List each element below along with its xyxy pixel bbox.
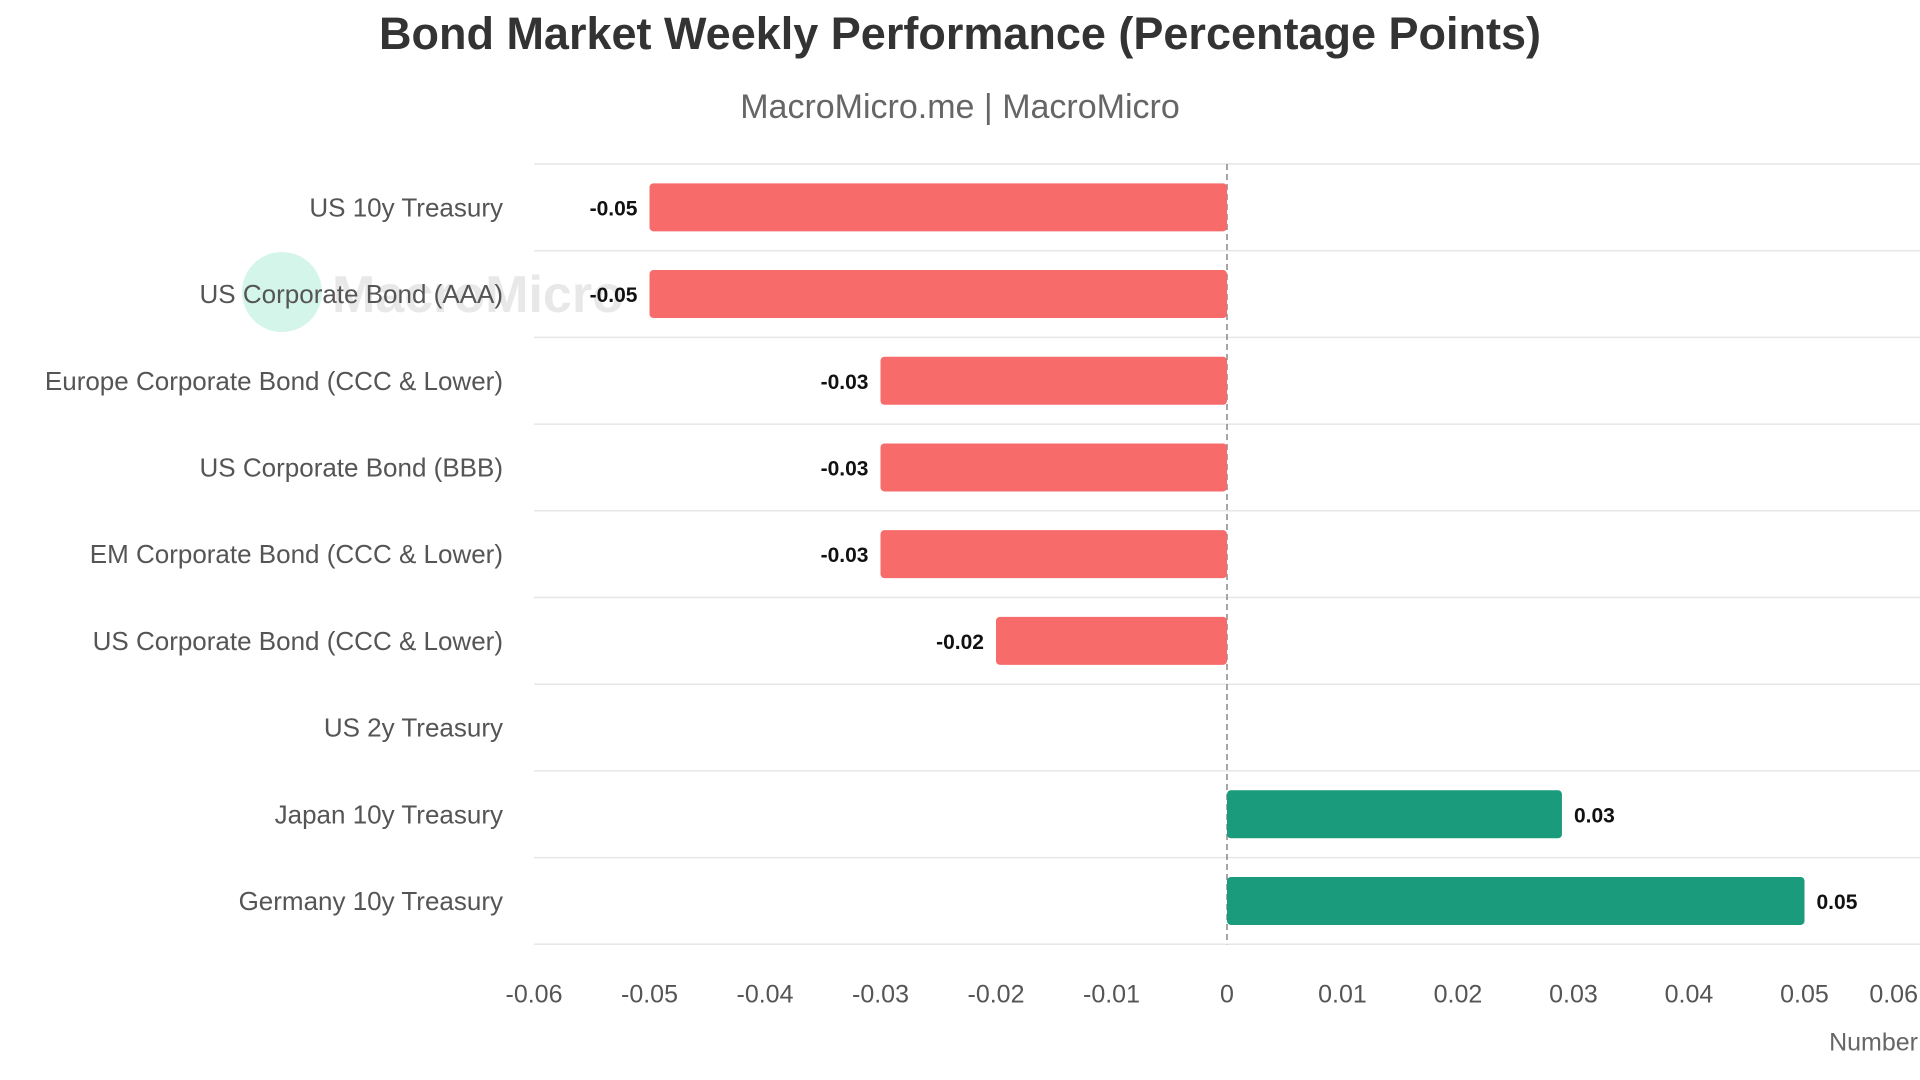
category-label: US 10y Treasury [309, 192, 503, 222]
labels: US 10y Treasury -0.05 US Corporate Bond (A… [45, 192, 1918, 1056]
x-tick-label: 0 [1220, 980, 1234, 1008]
bars [649, 183, 1805, 925]
x-tick-label: -0.06 [506, 980, 563, 1008]
watermark-text: MacroMicro [332, 266, 624, 324]
bar [996, 616, 1227, 665]
bar [880, 443, 1227, 492]
category-label: Japan 10y Treasury [275, 799, 503, 829]
category-label: US Corporate Bond (BBB) [200, 452, 503, 482]
bar [1227, 790, 1562, 839]
x-tick-label: -0.05 [621, 980, 678, 1008]
data-label: -0.05 [590, 197, 638, 220]
bar [649, 270, 1227, 319]
x-tick-label: 0.03 [1549, 980, 1598, 1008]
data-label: -0.03 [821, 371, 869, 394]
category-label: Europe Corporate Bond (CCC & Lower) [45, 366, 503, 396]
data-label: -0.03 [821, 544, 869, 567]
bar [880, 530, 1227, 579]
x-axis-title: Number [1829, 1028, 1918, 1056]
bar [1227, 876, 1805, 925]
data-label: -0.05 [590, 284, 638, 307]
data-label: -0.03 [821, 457, 869, 480]
x-tick-label: 0.06 [1869, 980, 1918, 1008]
x-tick-label: -0.01 [1083, 980, 1140, 1008]
x-tick-label: 0.04 [1665, 980, 1714, 1008]
bar [649, 183, 1227, 232]
x-tick-label: 0.05 [1780, 980, 1829, 1008]
category-label: US Corporate Bond (CCC & Lower) [93, 626, 503, 656]
category-label: US 2y Treasury [324, 713, 503, 743]
data-label: 0.03 [1574, 804, 1615, 827]
watermark-logo-icon [242, 252, 322, 332]
grid-lines [534, 163, 1920, 946]
data-label: -0.02 [936, 631, 984, 654]
x-tick-label: -0.02 [968, 980, 1025, 1008]
category-label: Germany 10y Treasury [239, 886, 503, 916]
chart-title: Bond Market Weekly Performance (Percenta… [378, 8, 1542, 59]
watermark: MacroMicro [242, 252, 624, 332]
category-label: US Corporate Bond (AAA) [200, 279, 503, 309]
chart-subtitle: MacroMicro.me | MacroMicro [740, 88, 1180, 126]
bar [880, 356, 1227, 405]
x-tick-label: 0.02 [1434, 980, 1483, 1008]
data-label: 0.05 [1817, 891, 1858, 914]
category-label: EM Corporate Bond (CCC & Lower) [90, 539, 503, 569]
x-tick-label: -0.03 [852, 980, 909, 1008]
x-tick-label: -0.04 [737, 980, 794, 1008]
x-tick-label: 0.01 [1318, 980, 1367, 1008]
